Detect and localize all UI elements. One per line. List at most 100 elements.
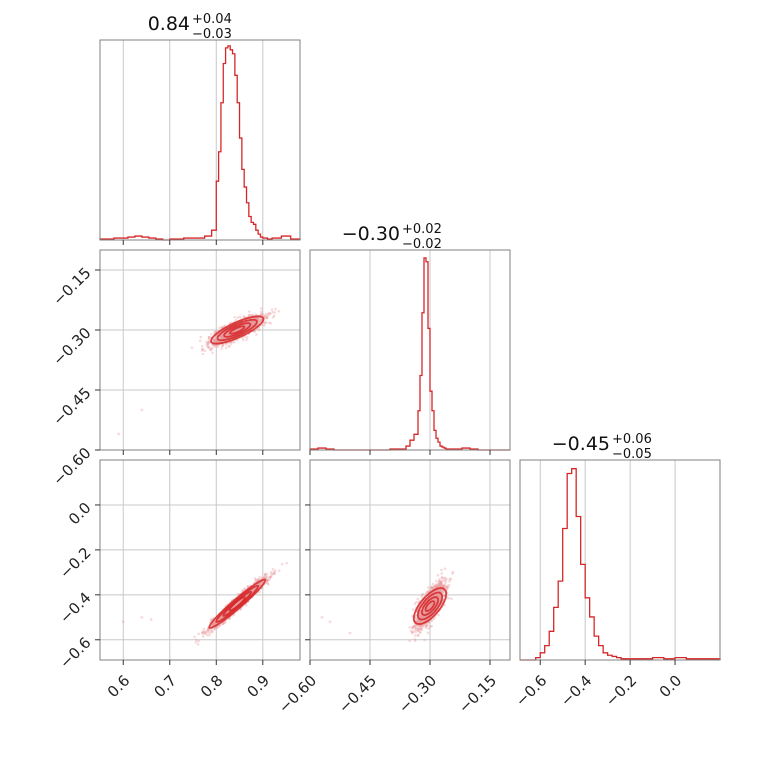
sc10-point [206,342,210,345]
sc21-point [421,616,425,620]
sc10-point [247,314,251,317]
sc21-point [433,584,437,588]
sc10-point [227,333,230,336]
sc21-point [434,598,438,602]
sc10-point [221,335,224,339]
sc10-point [251,321,254,325]
sc21-point [451,572,454,575]
sc10-ylabel-3: −0.60 [49,444,94,489]
sc10-point [274,307,277,311]
sc21-point [440,576,444,579]
sc10-point [216,345,220,349]
sc10-point [218,335,222,339]
sc21-point [408,626,412,629]
sc20-point [260,576,264,580]
sc10-point [198,339,202,343]
sc20-point [256,577,260,581]
sc10-point [227,333,231,337]
sc10-point [260,313,263,317]
sc21-point [417,627,421,631]
sc10-point [221,336,224,340]
sc20-point [220,616,223,619]
sc10-point [207,336,211,339]
panels: 0.84 +0.04−0.03−0.15−0.30−0.45−0.60−0.30 +… [49,12,721,717]
sc10-point [226,332,230,335]
sc21-point [438,595,442,599]
sc10-point [244,324,248,328]
sc20-point [204,630,208,633]
sc21-point [411,626,415,630]
sc10-point [260,310,263,313]
sc21-point [416,627,420,631]
sc21-point [434,598,438,601]
sc10-point [212,338,216,342]
sc21-point [432,598,436,601]
sc20-point [202,627,206,631]
sc10-point [251,321,254,325]
sc10-point [205,344,209,348]
sc10-point [245,338,248,341]
sc20-point [220,616,223,619]
sc10-point [228,344,231,348]
sc20-point [244,604,248,607]
sc10-ylabel-1: −0.30 [49,324,94,369]
sc10-point [212,338,216,342]
sc20-point [269,575,273,579]
sc20-point [269,575,272,578]
sc21-point [435,594,438,597]
sc21-point [416,620,420,624]
sc20-point [221,622,224,625]
sc20-contour-1 [222,590,253,617]
sc21-contour-2 [416,591,444,621]
sc21-point [434,583,438,587]
sc20-point [258,582,262,585]
sc10-point [250,322,254,325]
sc10-point [270,308,274,311]
sc21-point [445,586,448,590]
sc21-point [434,598,438,602]
sc21-point [427,605,430,609]
sc10-point [220,334,223,338]
sc21-point [432,586,436,589]
sc20-point [212,622,215,625]
sc21-point [421,624,424,627]
sc10-point [273,311,277,314]
sc10-points [117,307,281,436]
diag2-xlabel-2: −0.2 [602,672,640,710]
sc10-point [214,340,218,343]
diag1-title-minus: −0.02 [402,237,442,252]
sc21-point [430,602,433,606]
sc10-point [207,335,211,339]
sc20-point [207,629,210,632]
sc20-point [261,580,264,584]
sc10-point [264,320,268,324]
sc10-point [221,343,225,347]
sc10-point [214,330,218,333]
sc10-outlier-0 [117,432,121,436]
sc21-point [441,585,445,588]
sc10-point [252,321,256,325]
sc10-point [227,344,231,348]
sc20-point [246,585,250,588]
sc20-point [258,582,262,585]
sc20-xlabel-0: 0.6 [104,672,134,702]
sc21-point [427,586,430,589]
sc10-point [252,321,255,324]
sc20-point [201,629,205,633]
sc21-point [414,624,417,628]
sc21-point [442,576,446,580]
sc21-point [450,597,453,601]
sc20-point [265,579,269,582]
diag2-histogram [520,468,721,661]
sc21-point [413,625,417,628]
sc20-point [213,621,217,625]
sc10-point [251,313,255,317]
sc21-outlier-0 [320,615,324,619]
sc20-point [208,633,211,637]
sc10-point [265,316,269,319]
sc21-point [438,588,441,592]
sc20-point [223,620,227,623]
sc20-point [254,578,258,582]
sc21-point [437,593,441,597]
diag1-title-plus: +0.02 [402,222,442,237]
